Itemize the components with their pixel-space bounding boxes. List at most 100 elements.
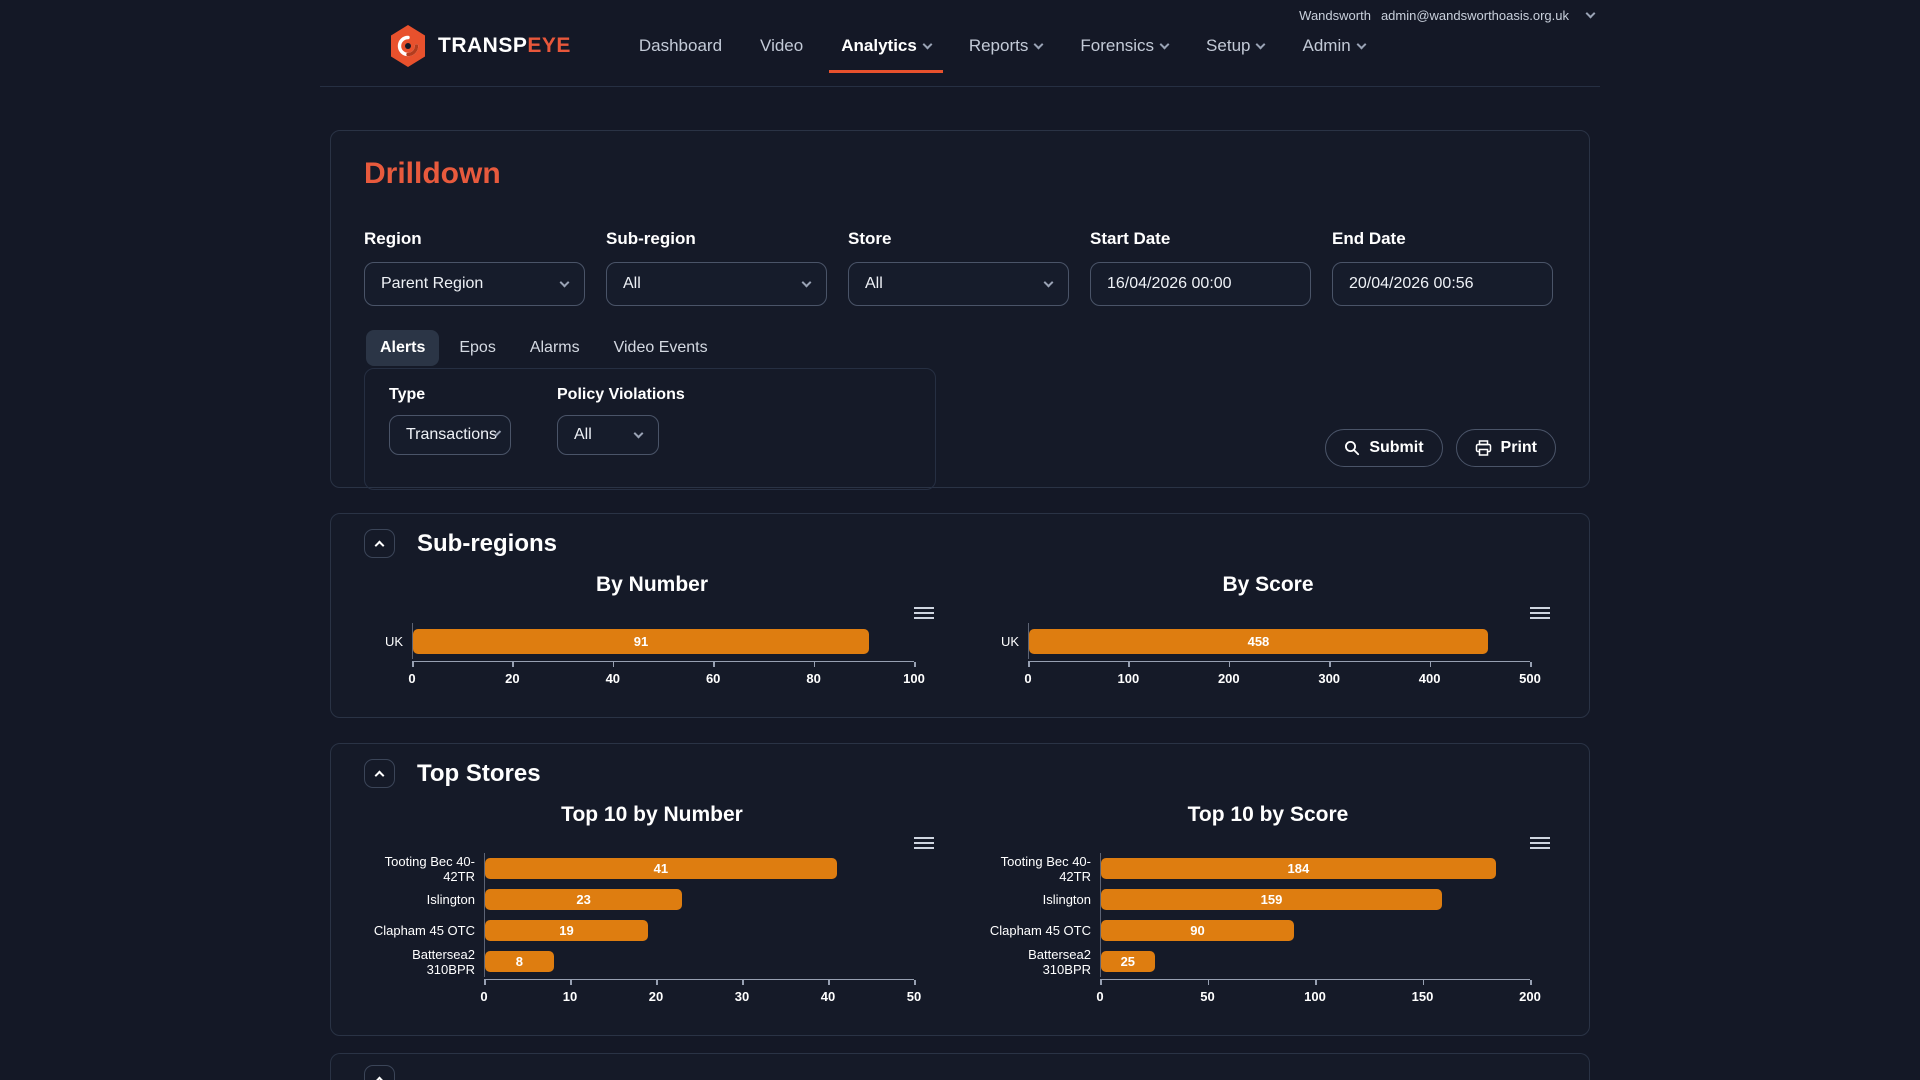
bar-track: 25 bbox=[1100, 946, 1556, 977]
chart-row: Clapham 45 OTC 90 bbox=[980, 915, 1556, 946]
region-select[interactable]: Parent Region bbox=[364, 262, 585, 306]
chart-title: Top 10 by Number bbox=[561, 803, 743, 826]
bar: 91 bbox=[413, 628, 869, 654]
axis-tick-label: 30 bbox=[734, 989, 750, 1004]
chart-row: Clapham 45 OTC 19 bbox=[364, 915, 940, 946]
end-date-input[interactable] bbox=[1332, 262, 1553, 306]
axis-tick bbox=[512, 662, 514, 667]
axis-tick-label: 40 bbox=[820, 989, 836, 1004]
bar-track: 19 bbox=[484, 915, 940, 946]
sub-region-field: Sub-region All bbox=[606, 229, 827, 306]
tab-epos[interactable]: Epos bbox=[459, 339, 496, 356]
start-date-input[interactable] bbox=[1090, 262, 1311, 306]
bar-track: 91 bbox=[412, 623, 940, 659]
axis-tick-label: 20 bbox=[648, 989, 664, 1004]
axis-tick-label: 50 bbox=[906, 989, 922, 1004]
chart-menu-icon[interactable] bbox=[1530, 834, 1550, 852]
sub-region-select[interactable]: All bbox=[606, 262, 827, 306]
collapse-next-section-button[interactable] bbox=[364, 1065, 395, 1080]
axis-tick bbox=[1100, 980, 1102, 985]
tab-alerts[interactable]: Alerts bbox=[366, 330, 440, 366]
bar-value-label: 184 bbox=[1287, 861, 1310, 876]
x-axis: 0 10 20 30 40 50 bbox=[480, 979, 921, 1011]
bar-track: 184 bbox=[1100, 853, 1556, 884]
axis-tick bbox=[1422, 980, 1424, 985]
bar-track: 458 bbox=[1028, 623, 1556, 659]
axis-tick bbox=[813, 662, 816, 667]
nav-item-analytics[interactable]: Analytics bbox=[829, 26, 943, 73]
category-label: Islington bbox=[426, 892, 475, 907]
axis-tick-label: 300 bbox=[1318, 671, 1341, 686]
region-field: Region Parent Region bbox=[364, 229, 585, 306]
chevron-down-icon bbox=[801, 277, 812, 287]
chart-menu-icon[interactable] bbox=[1530, 604, 1550, 622]
filter-tabs: Alerts Epos Alarms Video Events bbox=[364, 330, 1556, 366]
axis-tick bbox=[1530, 662, 1532, 667]
print-button[interactable]: Print bbox=[1455, 429, 1556, 467]
category-label: Battersea2 310BPR bbox=[1028, 946, 1091, 977]
axis-tick-label: 0 bbox=[1024, 671, 1032, 686]
axis-tick-label: 60 bbox=[705, 671, 721, 686]
chart-menu-icon[interactable] bbox=[914, 834, 934, 852]
policy-violations-select[interactable]: All bbox=[557, 415, 659, 455]
sub-regions-card: Sub-regions By Number UK 91 0 20 40 60 80 100 B… bbox=[330, 513, 1590, 718]
axis-tick-label: 100 bbox=[903, 671, 925, 686]
axis-tick-label: 80 bbox=[806, 671, 821, 686]
axis-tick bbox=[828, 980, 830, 985]
axis-tick bbox=[914, 980, 916, 985]
search-icon bbox=[1345, 441, 1360, 456]
bar-value-label: 8 bbox=[515, 954, 523, 969]
filter-row: Region Parent Region Sub-region All Stor… bbox=[364, 229, 1556, 306]
chart-row: Islington 23 bbox=[364, 884, 940, 915]
axis-tick-label: 150 bbox=[1411, 989, 1434, 1004]
x-axis: 0 100 200 300 400 500 bbox=[1024, 661, 1541, 693]
nav-item-dashboard[interactable]: Dashboard bbox=[638, 36, 723, 55]
filter-actions: Submit Print bbox=[1325, 429, 1556, 467]
axis-tick-label: 20 bbox=[505, 671, 520, 686]
type-field: Type Transactions bbox=[389, 386, 511, 469]
axis-tick bbox=[484, 980, 486, 985]
nav-item-video[interactable]: Video bbox=[760, 36, 804, 55]
top-stores-title: Top Stores bbox=[417, 759, 541, 787]
category-label: UK bbox=[1000, 633, 1019, 649]
axis-tick-label: 0 bbox=[408, 671, 416, 686]
tab-alarms[interactable]: Alarms bbox=[529, 339, 580, 356]
store-select[interactable]: All bbox=[848, 262, 1069, 306]
category-label: Islington bbox=[1042, 892, 1091, 907]
chart-by-score: By Score UK 458 0 100 200 300 400 500 bbox=[980, 558, 1556, 693]
user-menu[interactable]: Wandsworth admin@wandsworthoasis.org.uk bbox=[1299, 8, 1596, 23]
page-title: Drilldown bbox=[364, 157, 501, 190]
category-label: Battersea2 310BPR bbox=[412, 946, 475, 977]
type-select[interactable]: Transactions bbox=[389, 415, 511, 455]
end-date-label: End Date bbox=[1332, 229, 1406, 248]
x-axis: 0 50 100 150 200 bbox=[1096, 979, 1541, 1011]
axis-tick-label: 0 bbox=[480, 989, 488, 1004]
axis-tick bbox=[656, 980, 658, 985]
chart-top10-by-score: Top 10 by Score Tooting Bec 40-42TR 184 Is… bbox=[980, 788, 1556, 1011]
chevron-down-icon bbox=[633, 428, 644, 438]
collapse-top-stores-button[interactable] bbox=[364, 759, 395, 788]
bar: 19 bbox=[485, 920, 649, 941]
chart-row: Islington 159 bbox=[980, 884, 1556, 915]
bar-value-label: 159 bbox=[1260, 892, 1283, 907]
axis-tick-label: 50 bbox=[1200, 989, 1215, 1004]
bar-value-label: 41 bbox=[653, 861, 669, 876]
bar: 159 bbox=[1101, 889, 1443, 910]
axis-tick bbox=[1329, 662, 1331, 667]
app-logo[interactable]: TRANSPEYE bbox=[388, 24, 571, 68]
chevron-down-icon bbox=[1033, 39, 1044, 49]
nav-item-forensics[interactable]: Forensics bbox=[1068, 26, 1180, 66]
nav-item-setup[interactable]: Setup bbox=[1194, 26, 1276, 66]
chart-title: By Score bbox=[1222, 573, 1314, 596]
nav-item-reports[interactable]: Reports bbox=[957, 26, 1055, 66]
chevron-up-icon bbox=[374, 540, 385, 550]
nav-item-admin[interactable]: Admin bbox=[1290, 26, 1376, 66]
submit-button[interactable]: Submit bbox=[1325, 429, 1443, 467]
chart-menu-icon[interactable] bbox=[914, 604, 934, 622]
bar: 23 bbox=[485, 889, 683, 910]
axis-tick bbox=[713, 662, 715, 667]
collapse-sub-regions-button[interactable] bbox=[364, 529, 395, 558]
tab-video-events[interactable]: Video Events bbox=[613, 339, 708, 356]
chart-top10-by-number: Top 10 by Number Tooting Bec 40-42TR 41 Is… bbox=[364, 788, 940, 1011]
axis-tick bbox=[914, 662, 916, 667]
